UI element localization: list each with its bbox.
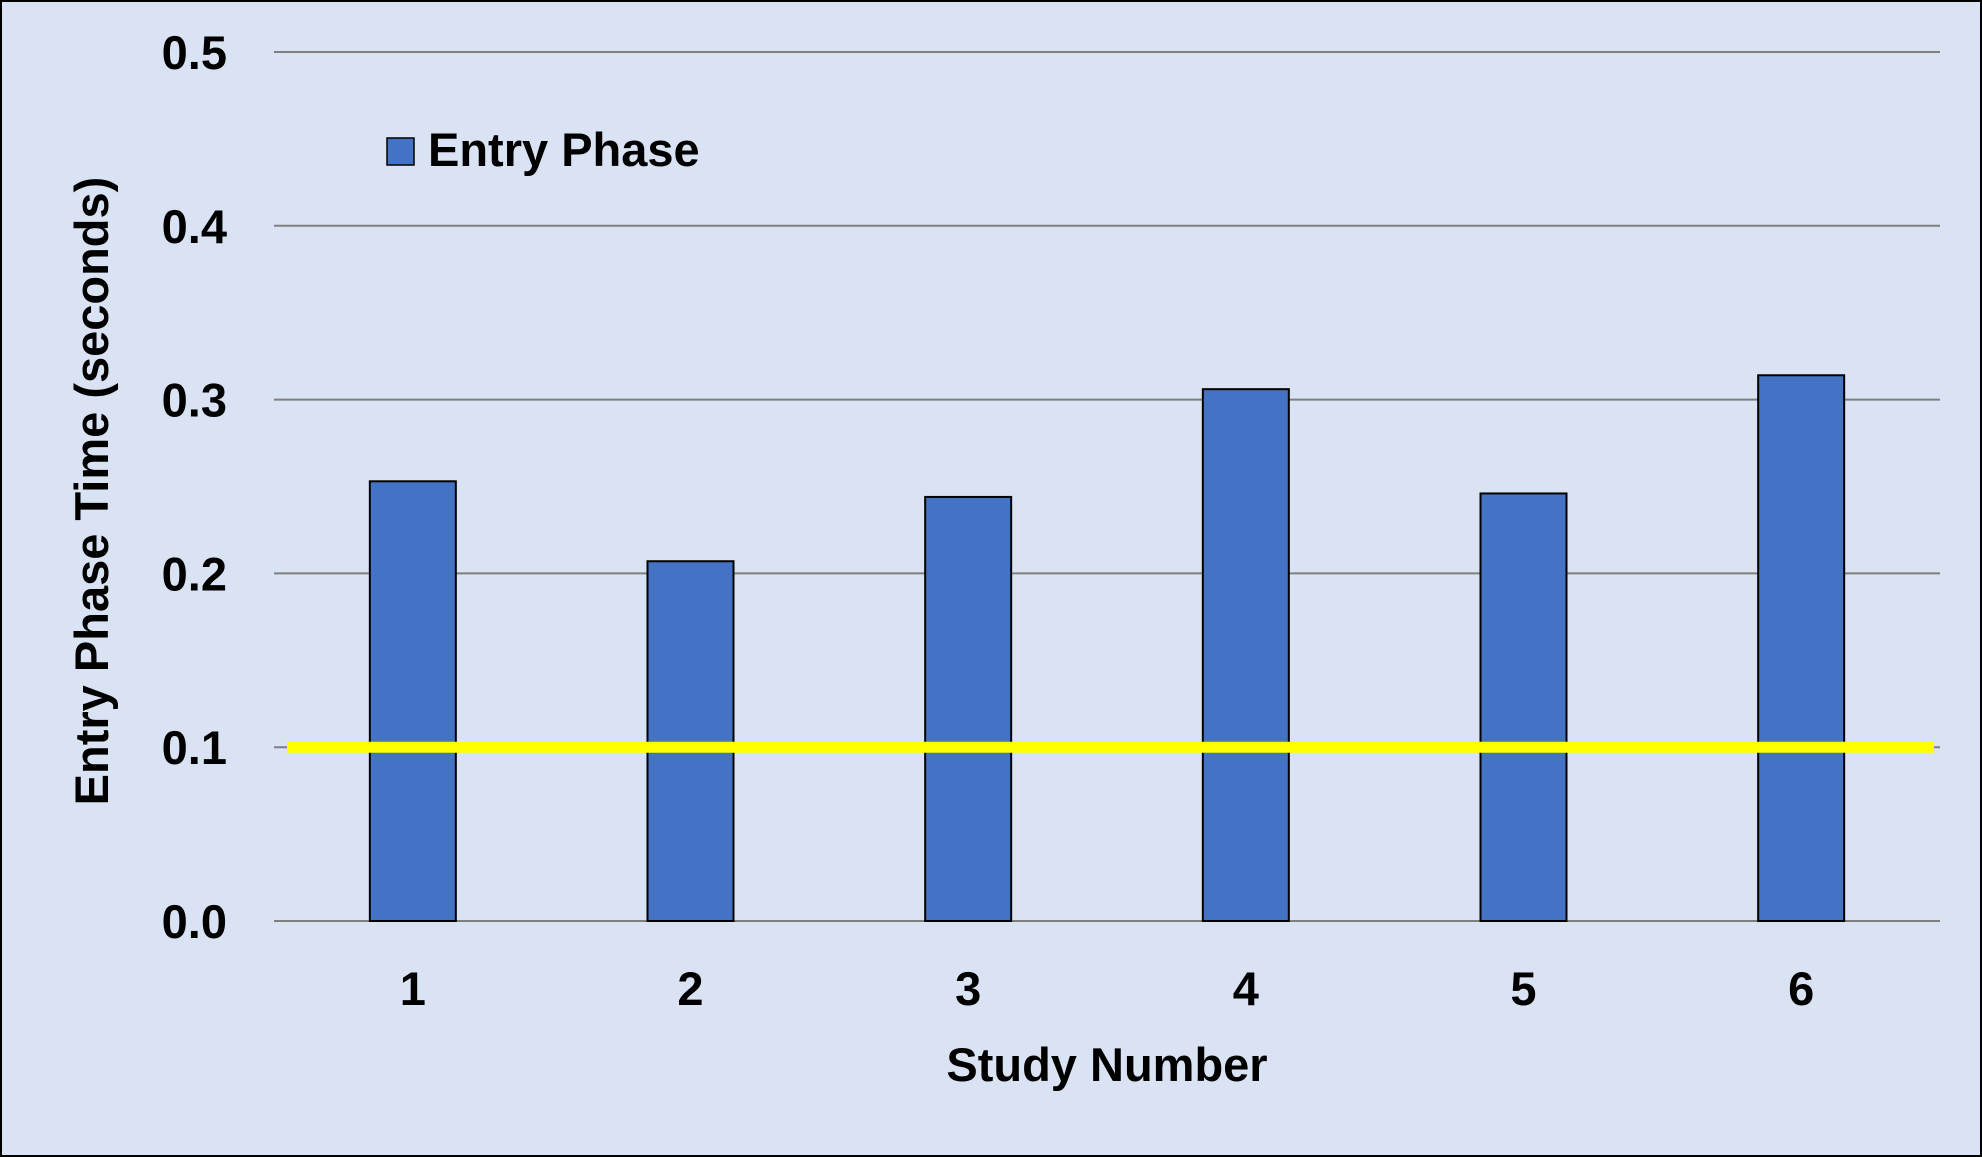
bar [646, 560, 735, 922]
y-tick-label: 0.1 [162, 721, 227, 774]
y-tick-label: 0.2 [162, 547, 227, 600]
x-tick-label: 3 [955, 962, 981, 1015]
x-tick-label: 1 [400, 962, 426, 1015]
bar [924, 495, 1013, 922]
x-tick-label: 4 [1233, 962, 1259, 1015]
bar [368, 480, 457, 922]
y-tick-label: 0.3 [162, 374, 227, 427]
y-tick-labels: 0.0 0.1 0.2 0.3 0.4 0.5 [162, 26, 227, 948]
gridlines [274, 51, 1940, 922]
bar [1479, 492, 1568, 922]
x-tick-label: 5 [1510, 962, 1536, 1015]
bar [1757, 374, 1846, 922]
y-tick-label: 0.5 [162, 26, 227, 79]
legend-label: Entry Phase [428, 123, 700, 176]
legend: Entry Phase [386, 123, 700, 176]
y-tick-label: 0.4 [162, 200, 227, 253]
x-tick-label: 6 [1788, 962, 1814, 1015]
x-tick-label: 2 [677, 962, 703, 1015]
x-axis-title: Study Number [946, 1038, 1267, 1091]
y-tick-label: 0.0 [162, 895, 227, 948]
y-axis-title: Entry Phase Time (seconds) [65, 177, 118, 806]
legend-swatch [386, 137, 415, 166]
x-tick-labels: 1 2 3 4 5 6 [400, 962, 1814, 1015]
bars [368, 374, 1846, 922]
bar [1201, 388, 1290, 922]
